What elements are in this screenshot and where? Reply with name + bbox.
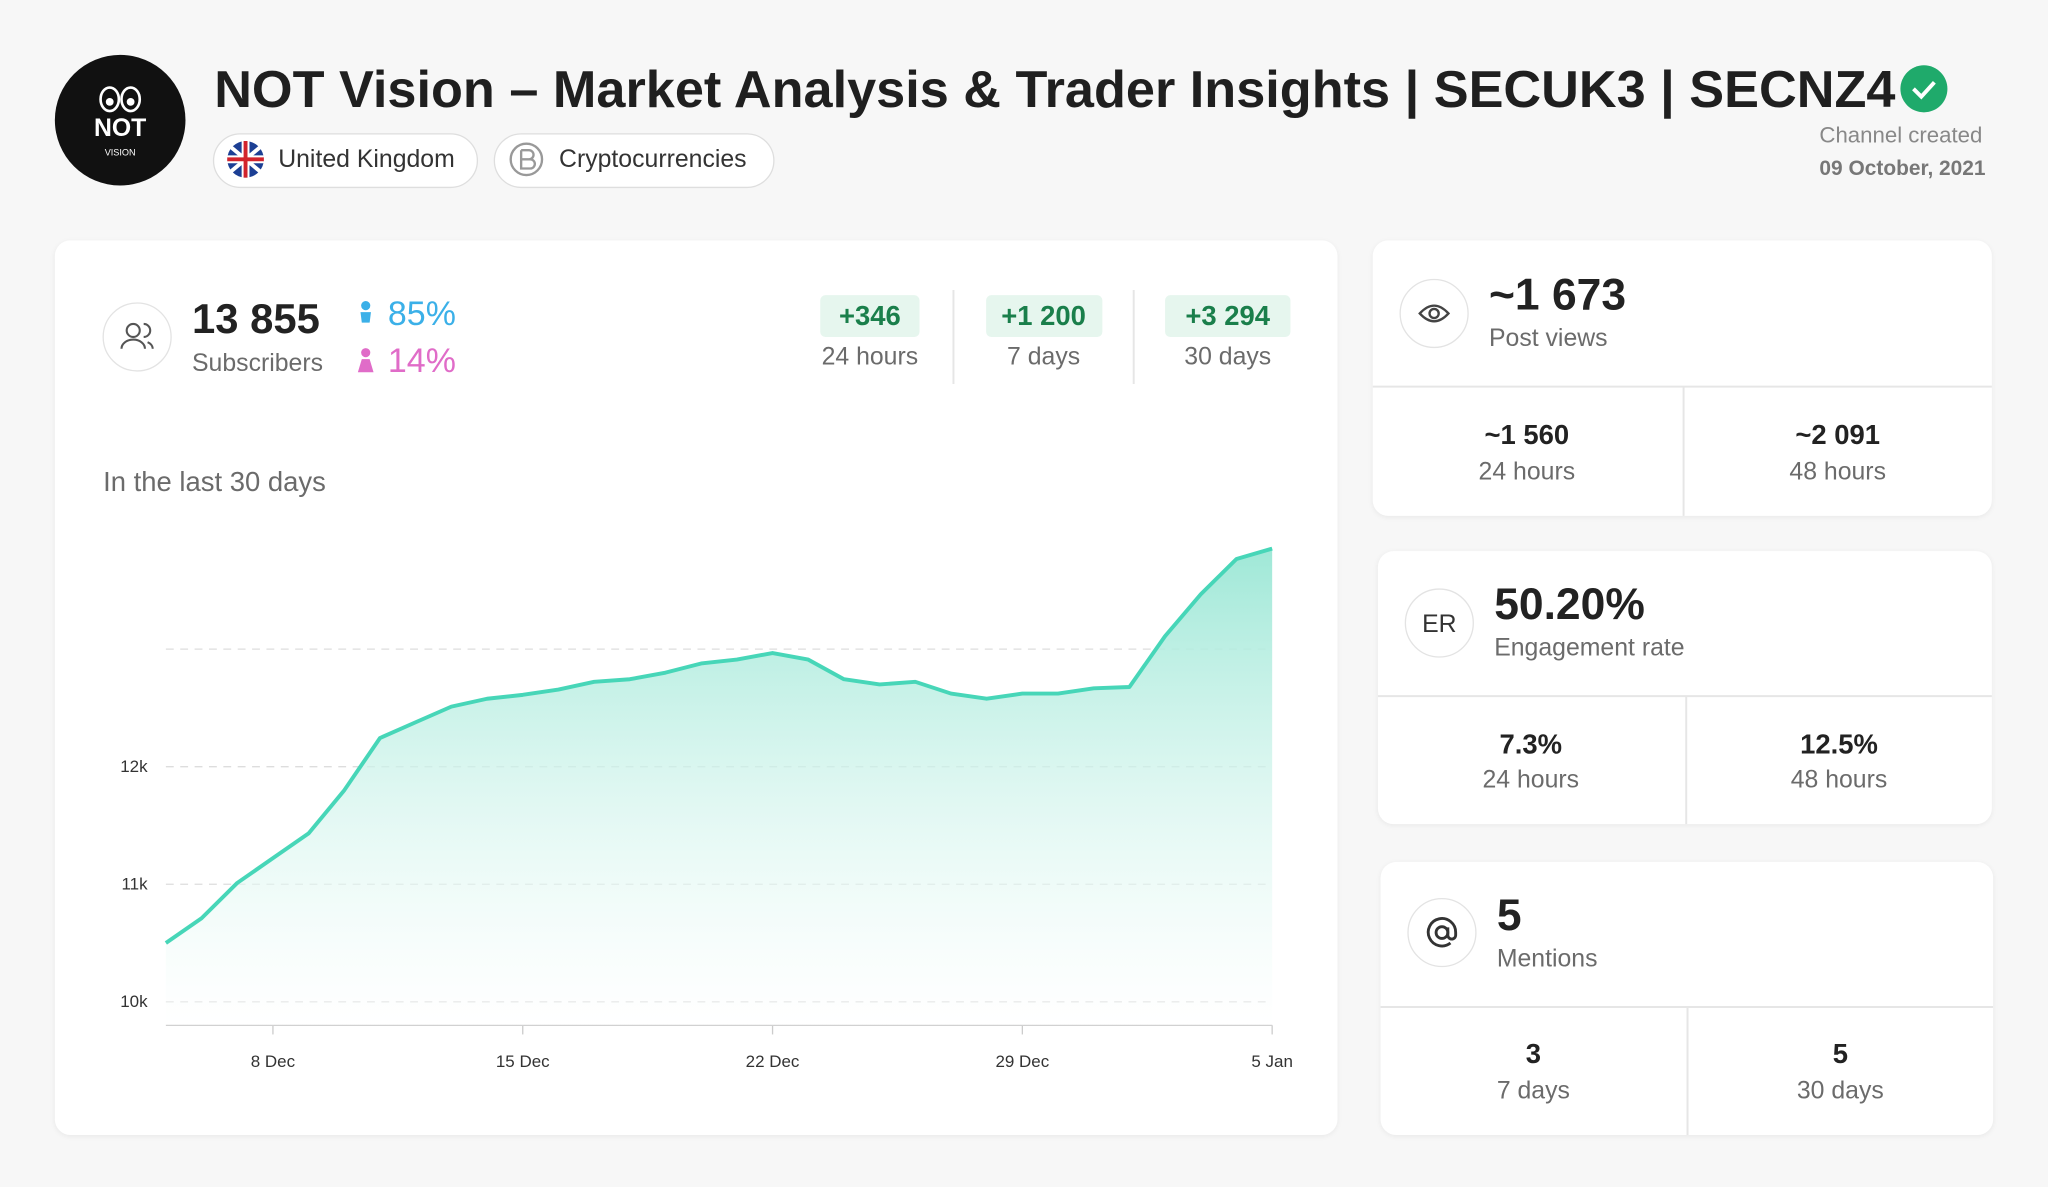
- growth-value: +346: [838, 301, 901, 332]
- er-value: 50.20%: [1494, 579, 1645, 630]
- country: United Kingdom: [278, 146, 455, 174]
- mentions-icon: [1407, 897, 1477, 968]
- crypto-icon: [509, 142, 544, 177]
- logo-subtext: VISION: [105, 147, 136, 157]
- growth-badges: [820, 295, 1291, 337]
- er-icon: [1404, 588, 1474, 658]
- created-label: Channel created: [1819, 122, 1983, 148]
- verified-badge: [1900, 65, 1948, 113]
- views-icon: [1399, 278, 1469, 349]
- mentions-30d: 5: [1832, 1039, 1848, 1070]
- male-share: 85%: [387, 293, 456, 334]
- er-label: Engagement rate: [1494, 634, 1685, 663]
- er-24h: 7.3%: [1499, 730, 1563, 761]
- period: 24 hours: [1478, 458, 1576, 486]
- subscribers-icon: [102, 302, 172, 372]
- growth-value: +3 294: [1185, 301, 1271, 332]
- y-tick-label: 10k: [120, 992, 148, 1011]
- category: Cryptocurrencies: [559, 146, 747, 174]
- growth-period: 24 hours: [821, 343, 919, 371]
- subscriber-count: 13 855: [191, 295, 320, 343]
- subscriber-label: Subscribers: [191, 350, 324, 378]
- logo-text: NOT: [94, 115, 146, 142]
- y-tick-label: 11k: [121, 874, 148, 893]
- x-tick-label: 29 Dec: [995, 1052, 1049, 1071]
- period: 48 hours: [1790, 766, 1888, 795]
- views-value: ~1 673: [1488, 270, 1627, 320]
- mentions-value: 5: [1496, 890, 1522, 941]
- mentions-label: Mentions: [1496, 945, 1598, 974]
- category-tag[interactable]: [493, 133, 775, 189]
- period: 7 days: [1496, 1077, 1570, 1105]
- views-24h: ~1 560: [1484, 420, 1570, 451]
- views-48h: ~2 091: [1795, 420, 1881, 451]
- period: 30 days: [1796, 1077, 1884, 1105]
- uk-flag: [227, 141, 264, 178]
- er-48h: 12.5%: [1800, 730, 1878, 761]
- logo: NOT VISION: [54, 54, 186, 186]
- dividers: [952, 289, 1994, 1136]
- x-tick-label: 5 Jan: [1251, 1052, 1293, 1071]
- growth-value: +1 200: [1001, 301, 1086, 332]
- er-icon-text: ER: [1422, 611, 1456, 638]
- growth-period: 30 days: [1184, 343, 1272, 371]
- growth-period: 7 days: [1007, 343, 1081, 371]
- line: [164, 546, 1273, 945]
- er-card: [1377, 551, 1992, 825]
- period: 48 hours: [1789, 458, 1886, 486]
- x-tick-label: 8 Dec: [251, 1052, 296, 1071]
- gender-icons: [357, 301, 374, 373]
- created-date: 09 October, 2021: [1819, 158, 1986, 181]
- views-label: Post views: [1488, 325, 1608, 353]
- channel-title: NOT Vision – Market Analysis & Trader In…: [214, 61, 1896, 119]
- area: [165, 548, 1273, 1026]
- x-tick-label: 15 Dec: [496, 1052, 550, 1071]
- period: 24 hours: [1482, 766, 1580, 795]
- mentions-7d: 3: [1525, 1039, 1542, 1070]
- views-card: [1372, 240, 1992, 516]
- chart-title: In the last 30 days: [103, 467, 326, 498]
- x-tick-label: 22 Dec: [746, 1052, 800, 1071]
- female-share: 14%: [387, 340, 456, 381]
- y-tick-label: 12k: [120, 757, 148, 776]
- chart: 10k 11k 12k 8 Dec 15 Dec 22 Dec 29 Dec 5 Jan: [120, 546, 1293, 1071]
